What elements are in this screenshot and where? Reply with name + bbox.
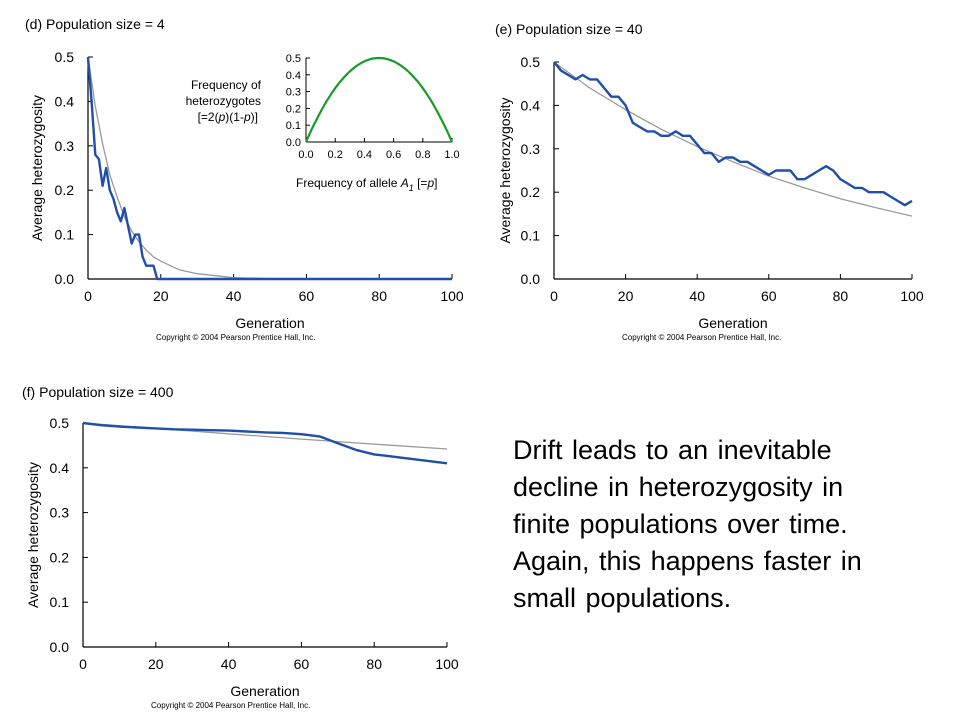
inset-chart: 0.0 0.1 0.2 0.3 0.4 0.5 0.0 0.2 0.4 0.6 0.8 1.0 Freq… (186, 53, 460, 193)
y-tick-label: 0.5 (55, 49, 75, 65)
x-tick-label: 60 (761, 288, 777, 304)
x-tick-label: 80 (366, 656, 382, 672)
x-axis-label: Generation (235, 315, 304, 331)
inset-x-tick-label: 0.0 (298, 149, 313, 161)
x-tick-label: 0 (79, 656, 87, 672)
inset-x-tick-label: 0.6 (386, 149, 401, 161)
y-axis-label: Average heterozygosity (25, 462, 41, 608)
y-tick-label: 0.1 (55, 227, 75, 243)
caption-line: small populations. (513, 583, 732, 613)
y-tick-label: 0.5 (521, 54, 541, 70)
inset-x-label: Frequency of allele A1 [=p] (296, 176, 437, 193)
x-tick-label: 100 (440, 288, 464, 304)
x-axis-label: Generation (698, 315, 767, 331)
inset-y-tick-label: 0.3 (286, 87, 301, 99)
caption-line: Again, this happens faster in (513, 546, 862, 576)
inset-x-tick-label: 0.4 (357, 149, 372, 161)
chart-title: (f) Population size = 400 (22, 384, 174, 400)
x-tick-label: 60 (299, 288, 315, 304)
inset-x-tick-label: 0.2 (328, 149, 343, 161)
y-tick-label: 0.1 (521, 228, 541, 244)
y-axis-label: Average heterozygosity (497, 97, 513, 243)
inset-x-tick-label: 1.0 (444, 149, 459, 161)
x-tick-label: 60 (294, 656, 310, 672)
y-tick-label: 0.2 (50, 549, 70, 565)
y-tick-label: 0.3 (521, 141, 541, 157)
inset-y-tick-label: 0.0 (286, 137, 301, 149)
inset-y-tick-label: 0.5 (286, 53, 301, 65)
x-tick-label: 80 (833, 288, 849, 304)
inset-y-tick-label: 0.1 (286, 120, 301, 132)
y-tick-label: 0.4 (521, 97, 541, 113)
expected-decay-curve (87, 56, 452, 280)
y-tick-label: 0.0 (55, 271, 75, 287)
inset-y-tick-label: 0.4 (286, 70, 301, 82)
x-tick-label: 0 (550, 288, 558, 304)
chart-f: (f) Population size = 400 0.0 0.1 0.2 0.3 0.4… (22, 384, 459, 710)
inset-x-tick-label: 0.8 (415, 149, 430, 161)
y-tick-label: 0.2 (55, 182, 75, 198)
y-tick-label: 0.4 (50, 460, 70, 476)
caption-line: finite populations over time. (513, 509, 848, 539)
chart-title: (e) Population size = 40 (495, 21, 643, 37)
y-tick-label: 0.3 (55, 138, 75, 154)
simulated-series-line (82, 421, 448, 465)
x-tick-label: 100 (435, 656, 459, 672)
y-tick-label: 0.3 (50, 505, 70, 521)
x-tick-label: 80 (371, 288, 387, 304)
x-tick-label: 20 (618, 288, 634, 304)
copyright-text: Copyright © 2004 Pearson Prentice Hall, … (156, 333, 315, 342)
y-axis-label: Average heterozygosity (29, 95, 45, 241)
y-tick-label: 0.2 (521, 184, 541, 200)
inset-y-label: heterozygotes (186, 94, 261, 108)
x-tick-label: 40 (689, 288, 705, 304)
caption-text: Drift leads to an inevitable decline in … (513, 432, 943, 617)
inset-formula-label: [=2(p)(1-p)] (198, 110, 258, 124)
y-tick-label: 0.0 (50, 639, 70, 655)
y-tick-label: 0.5 (50, 415, 70, 431)
x-tick-label: 40 (221, 656, 237, 672)
x-tick-label: 0 (84, 288, 92, 304)
copyright-text: Copyright © 2004 Pearson Prentice Hall, … (622, 333, 781, 342)
y-tick-label: 0.4 (55, 93, 75, 109)
heterozygote-frequency-curve (304, 56, 454, 143)
x-axis-label: Generation (230, 683, 299, 699)
x-tick-label: 20 (148, 656, 164, 672)
copyright-text: Copyright © 2004 Pearson Prentice Hall, … (151, 701, 310, 710)
simulated-series-line (553, 61, 913, 207)
y-tick-label: 0.0 (521, 271, 541, 287)
x-tick-label: 100 (900, 288, 924, 304)
x-tick-label: 20 (153, 288, 169, 304)
chart-e: (e) Population size = 40 0.0 0.1 0.2 0.3 0.4 0… (495, 21, 924, 342)
inset-y-label: Frequency of (191, 78, 262, 92)
x-tick-label: 40 (226, 288, 242, 304)
inset-y-tick-label: 0.2 (286, 103, 301, 115)
chart-title: (d) Population size = 4 (25, 16, 165, 32)
caption-line: Drift leads to an inevitable (513, 435, 832, 465)
y-tick-label: 0.1 (50, 594, 70, 610)
simulated-series-line (86, 56, 452, 281)
expected-decay-curve (553, 61, 913, 217)
chart-d: (d) Population size = 40.00.10.20.30.40.… (25, 16, 464, 342)
caption-line: decline in heterozygosity in (513, 472, 844, 502)
